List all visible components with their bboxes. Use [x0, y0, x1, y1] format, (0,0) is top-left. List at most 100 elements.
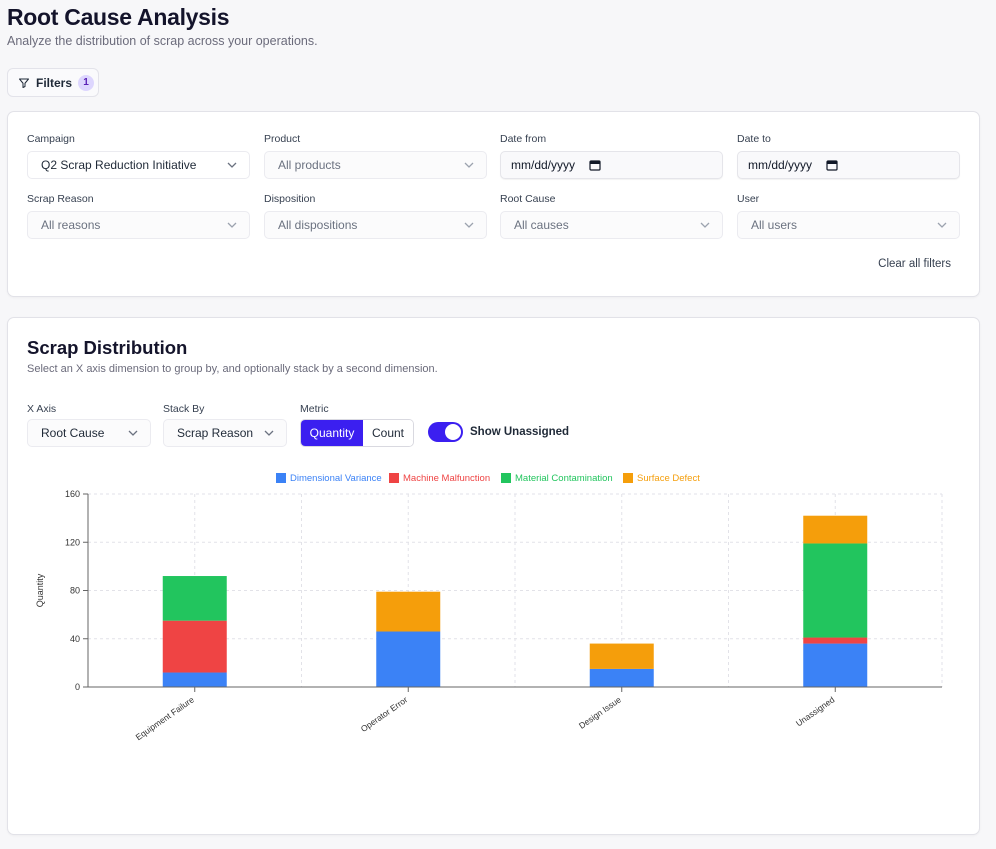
metric-label: Metric [300, 403, 329, 415]
filter-icon [19, 78, 29, 88]
date-to-input[interactable]: mm/dd/yyyy [737, 151, 960, 179]
date-to-value: mm/dd/yyyy [748, 158, 813, 172]
scrap-reason-value: All reasons [41, 218, 101, 232]
chevron-down-icon [128, 430, 138, 436]
page-subtitle: Analyze the distribution of scrap across… [7, 34, 318, 48]
legend-label: Material Contamination [515, 473, 613, 484]
filters-button-label: Filters [36, 75, 73, 90]
stack-by-select[interactable]: Scrap Reason [163, 419, 287, 447]
x-tick-label: Design Issue [577, 694, 623, 731]
user-filter: User All users [737, 193, 960, 239]
product-label: Product [264, 133, 301, 145]
chevron-down-icon [937, 222, 947, 228]
date-to-filter: Date to mm/dd/yyyy [737, 133, 960, 179]
scrap-distribution-panel: Scrap Distribution Select an X axis dime… [7, 317, 980, 835]
user-label: User [737, 193, 760, 205]
root-cause-value: All causes [514, 218, 569, 232]
root-cause-filter: Root Cause All causes [500, 193, 723, 239]
y-tick-label: 120 [65, 537, 80, 547]
x-axis-control: X Axis Root Cause [27, 403, 151, 447]
root-cause-label: Root Cause [500, 193, 556, 205]
chevron-down-icon [227, 162, 237, 168]
stack-by-control: Stack By Scrap Reason [163, 403, 287, 447]
campaign-label: Campaign [27, 133, 75, 145]
disposition-value: All dispositions [278, 218, 358, 232]
metric-count-button[interactable]: Count [363, 420, 413, 446]
date-from-filter: Date from mm/dd/yyyy [500, 133, 723, 179]
bar-segment [162, 672, 227, 687]
show-unassigned-label: Show Unassigned [470, 426, 570, 438]
x-tick-label: Equipment Failure [134, 694, 196, 742]
root-cause-select[interactable]: All causes [500, 211, 723, 239]
date-from-input[interactable]: mm/dd/yyyy [500, 151, 723, 179]
x-tick-label: Unassigned [794, 694, 837, 728]
chevron-down-icon [264, 430, 274, 436]
y-tick-label: 0 [75, 682, 80, 692]
chevron-down-icon [464, 222, 474, 228]
bar-segment [803, 637, 868, 644]
x-tick-label: Operator Error [359, 694, 410, 734]
bar-segment [803, 543, 868, 638]
clear-all-filters-button[interactable]: Clear all filters [878, 258, 951, 270]
date-from-value: mm/dd/yyyy [511, 158, 576, 172]
toggle-knob [445, 424, 461, 440]
scrap-reason-select[interactable]: All reasons [27, 211, 250, 239]
disposition-filter: Disposition All dispositions [264, 193, 487, 239]
legend-swatch [276, 473, 286, 483]
bar-segment [162, 620, 227, 673]
bar-segment [803, 515, 868, 544]
scrap-reason-filter: Scrap Reason All reasons [27, 193, 250, 239]
bar-segment [376, 631, 441, 687]
legend-label: Dimensional Variance [290, 473, 382, 484]
bar-segment [803, 643, 868, 687]
campaign-value: Q2 Scrap Reduction Initiative [41, 158, 197, 172]
y-tick-label: 40 [70, 634, 80, 644]
y-tick-label: 160 [65, 489, 80, 499]
legend-swatch [623, 473, 633, 483]
metric-toggle-group: Quantity Count [300, 419, 414, 447]
y-axis-label: Quantity [35, 573, 45, 607]
metric-quantity-button[interactable]: Quantity [301, 420, 363, 446]
distribution-title: Scrap Distribution [27, 337, 188, 358]
disposition-select[interactable]: All dispositions [264, 211, 487, 239]
scrap-distribution-chart: 0 40 80 120 160 Equipment Failure Operator Err… [35, 473, 943, 742]
user-value: All users [751, 218, 798, 232]
date-to-label: Date to [737, 133, 771, 145]
product-filter: Product All products [264, 133, 487, 179]
filters-button[interactable]: Filters 1 [7, 68, 99, 97]
product-value: All products [278, 158, 341, 172]
chevron-down-icon [464, 162, 474, 168]
filters-panel: Campaign Q2 Scrap Reduction Initiative P… [7, 111, 980, 297]
stack-by-value: Scrap Reason [177, 426, 254, 440]
product-select[interactable]: All products [264, 151, 487, 179]
legend-label: Machine Malfunction [403, 473, 490, 484]
chevron-down-icon [227, 222, 237, 228]
legend-label: Surface Defect [637, 473, 700, 484]
distribution-subtitle: Select an X axis dimension to group by, … [27, 363, 438, 375]
calendar-icon[interactable] [826, 159, 838, 171]
bar-segment [162, 576, 227, 621]
campaign-filter: Campaign Q2 Scrap Reduction Initiative [27, 133, 250, 179]
legend-swatch [501, 473, 511, 483]
chevron-down-icon [700, 222, 710, 228]
scrap-reason-label: Scrap Reason [27, 193, 94, 205]
y-tick-label: 80 [70, 586, 80, 596]
x-axis-value: Root Cause [41, 426, 105, 440]
bar-segment [589, 643, 654, 669]
metric-control: Metric Quantity Count [300, 403, 414, 447]
disposition-label: Disposition [264, 193, 316, 205]
filters-count-badge: 1 [78, 74, 95, 91]
stack-by-label: Stack By [163, 403, 205, 415]
user-select[interactable]: All users [737, 211, 960, 239]
date-from-label: Date from [500, 133, 547, 145]
show-unassigned-control: Show Unassigned [428, 422, 569, 442]
bar-segment [376, 591, 441, 632]
calendar-icon[interactable] [589, 159, 601, 171]
x-axis-label: X Axis [27, 403, 57, 415]
legend-swatch [389, 473, 399, 483]
show-unassigned-toggle[interactable] [428, 422, 463, 442]
bar-segment [589, 668, 654, 687]
x-axis-select[interactable]: Root Cause [27, 419, 151, 447]
campaign-select[interactable]: Q2 Scrap Reduction Initiative [27, 151, 250, 179]
page-title: Root Cause Analysis [7, 4, 230, 30]
